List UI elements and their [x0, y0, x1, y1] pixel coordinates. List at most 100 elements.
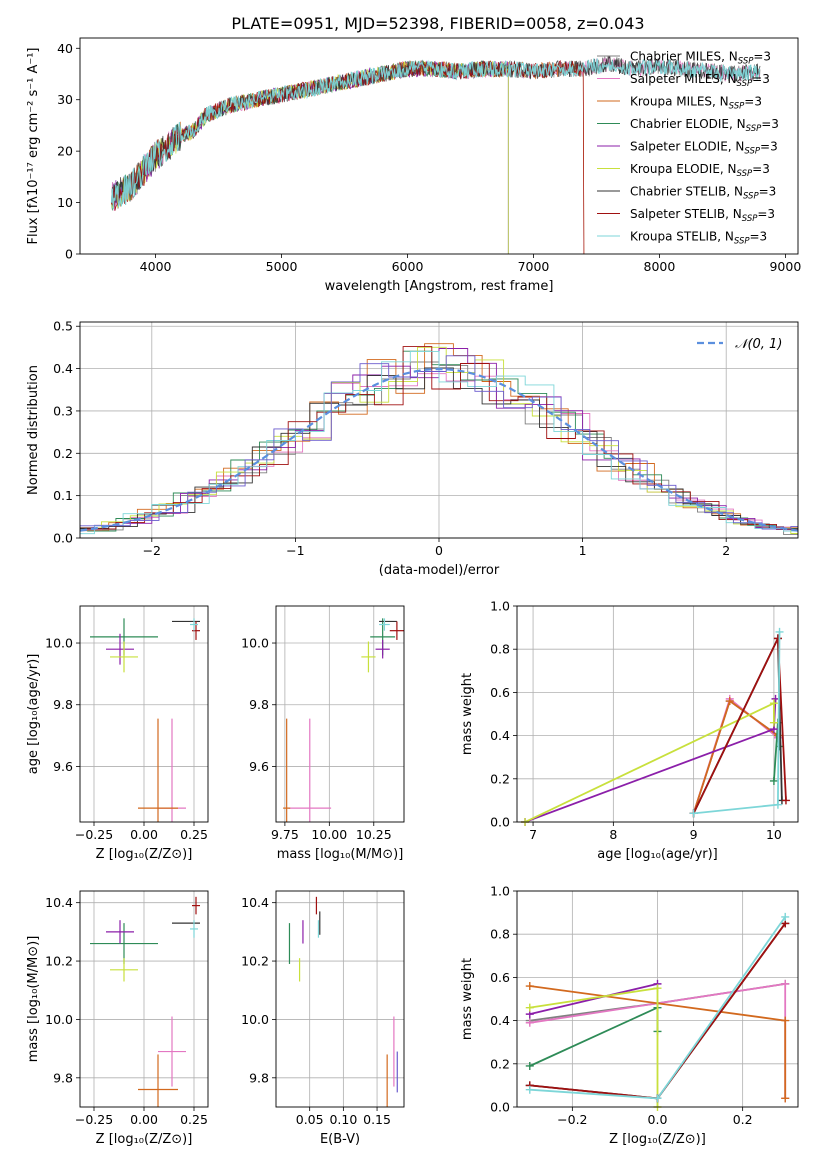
errorbar-point [106, 633, 134, 665]
legend-tail: =3 [759, 185, 777, 199]
legend-label: Kroupa MILES, N [630, 95, 729, 109]
y-tick-label: 10.0 [241, 636, 269, 651]
errorbar-point [389, 621, 404, 640]
legend-entry: Chabrier MILES, NSSP=3 [630, 50, 771, 67]
x-tick-label: −1 [286, 543, 304, 558]
axes-frame [275, 890, 405, 1108]
weight-marker [769, 699, 778, 708]
weight-marker [773, 634, 782, 643]
normal-legend-label: 𝒩(0, 1) [735, 337, 782, 352]
legend-entry: Kroupa STELIB, NSSP=3 [630, 230, 767, 247]
y-tick-label: 0.0 [490, 815, 510, 830]
axes-age_vs_Z: −0.25 0.00 0.25 9.6 9.8 10.0 Z [log₁₀(Z/Z⊙)] ag… [26, 605, 209, 862]
x-tick-label: 0.00 [130, 827, 158, 842]
errorbar-point [192, 896, 200, 915]
legend-entry: Kroupa MILES, NSSP=3 [630, 95, 762, 112]
y-tick-label: 40 [57, 41, 73, 56]
weight-marker [769, 718, 778, 727]
weight-marker [525, 1003, 534, 1012]
weight-series-line [692, 699, 779, 814]
errorbar-point [110, 641, 138, 673]
y-tick-label: 10.0 [45, 636, 73, 651]
axes-weight_vs_age: 7 8 9 10 0.0 0.2 0.4 0.6 0.8 1.0 age [log₁₀(age/yr… [460, 599, 799, 862]
weight-series-line [529, 1006, 659, 1067]
x-tick-label: 2 [722, 543, 730, 558]
legend-label: Salpeter ELODIE, N [630, 140, 744, 154]
legend-label: Chabrier ELODIE, N [630, 117, 746, 131]
weight-marker [689, 809, 698, 818]
x-tick-label: −2 [143, 543, 161, 558]
y-tick-label: 9.6 [53, 759, 73, 774]
legend-subscript: SSP [729, 102, 745, 112]
errorbar-point [106, 920, 134, 944]
spectrum-series-line [111, 60, 585, 254]
weight-marker [769, 776, 778, 785]
legend-entry: Salpeter ELODIE, NSSP=3 [630, 140, 778, 157]
weight-marker [781, 1016, 790, 1025]
y-tick-label: 30 [57, 92, 73, 107]
legend-entry: Kroupa ELODIE, NSSP=3 [630, 162, 770, 179]
errorbar-point [288, 718, 332, 822]
legend-entry: Salpeter MILES, NSSP=3 [630, 72, 770, 89]
weight-marker [781, 1094, 790, 1103]
legend-label: Chabrier STELIB, N [630, 185, 743, 199]
legend-tail: =3 [752, 162, 770, 176]
y-tick-label: 9.8 [249, 697, 269, 712]
errorbar-point [375, 639, 390, 659]
x-tick-label: 4000 [140, 259, 172, 274]
legend-tail: =3 [752, 72, 770, 86]
y-tick-label: 10.0 [45, 1012, 73, 1027]
legend-entry: Salpeter STELIB, NSSP=3 [630, 207, 775, 224]
y-tick-label: 9.8 [53, 1070, 73, 1085]
axes-weight_vs_Z: −0.2 0.0 0.2 0.0 0.2 0.4 0.6 0.8 1.0 Z [log₁₀(Z/Z… [460, 884, 799, 1147]
y-axis-label: mass weight [460, 958, 475, 1040]
x-tick-label: 8000 [644, 259, 676, 274]
x-tick-label: 6000 [392, 259, 424, 274]
errorbar-point [379, 618, 390, 631]
weight-marker [525, 1061, 534, 1070]
legend-subscript: SSP [734, 237, 750, 247]
x-tick-label: 9.75 [271, 827, 299, 842]
errorbar-point [190, 618, 198, 631]
histogram-step [80, 373, 798, 531]
errorbar-point [158, 1016, 186, 1087]
axes-frame [516, 605, 799, 823]
errorbar-point [110, 958, 138, 982]
normal-curve [80, 367, 798, 532]
weight-marker [653, 1094, 662, 1103]
legend-subscript: SSP [737, 169, 753, 179]
y-tick-label: 0.4 [490, 1013, 510, 1028]
legend-entry: Chabrier STELIB, NSSP=3 [630, 185, 776, 202]
spectrum-series-line [110, 58, 761, 210]
legend-subscript: SSP [743, 192, 759, 202]
x-axis-label: Z [log₁₀(Z/Z⊙)] [96, 1132, 193, 1147]
y-tick-label: 0.3 [53, 403, 73, 418]
weight-marker [781, 912, 790, 921]
axes-frame [516, 890, 799, 1108]
y-tick-label: 9.8 [249, 1070, 269, 1085]
errorbar-point [90, 923, 158, 964]
legend-subscript: SSP [742, 214, 758, 224]
legend-tail: =3 [750, 230, 768, 244]
figure-title: PLATE=0951, MJD=52398, FIBERID=0058, z=0… [231, 14, 644, 33]
legend-label: Chabrier MILES, N [630, 50, 738, 64]
x-tick-label: 0.25 [180, 827, 208, 842]
x-tick-label: −0.25 [75, 1112, 113, 1127]
errorbar-point [138, 1054, 178, 1107]
axes-frame [79, 605, 209, 823]
y-tick-label: 0.5 [53, 319, 73, 334]
y-tick-label: 10.0 [241, 1012, 269, 1027]
errorbar-point [283, 718, 291, 822]
axes-residual_histogram: −2 −1 0 1 2 0.0 0.1 0.2 0.3 0.4 0.5 (data-model)/er… [26, 319, 799, 578]
legend-label: Salpeter STELIB, N [630, 207, 742, 221]
x-tick-label: 8 [609, 827, 617, 842]
y-tick-label: 10 [57, 195, 73, 210]
legend-tail: =3 [753, 50, 771, 64]
y-axis-label: mass weight [460, 673, 475, 755]
y-tick-label: 0.4 [490, 728, 510, 743]
x-axis-label: (data-model)/error [379, 563, 500, 578]
spectrum-series-line [111, 60, 585, 254]
legend-subscript: SSP [746, 124, 762, 134]
